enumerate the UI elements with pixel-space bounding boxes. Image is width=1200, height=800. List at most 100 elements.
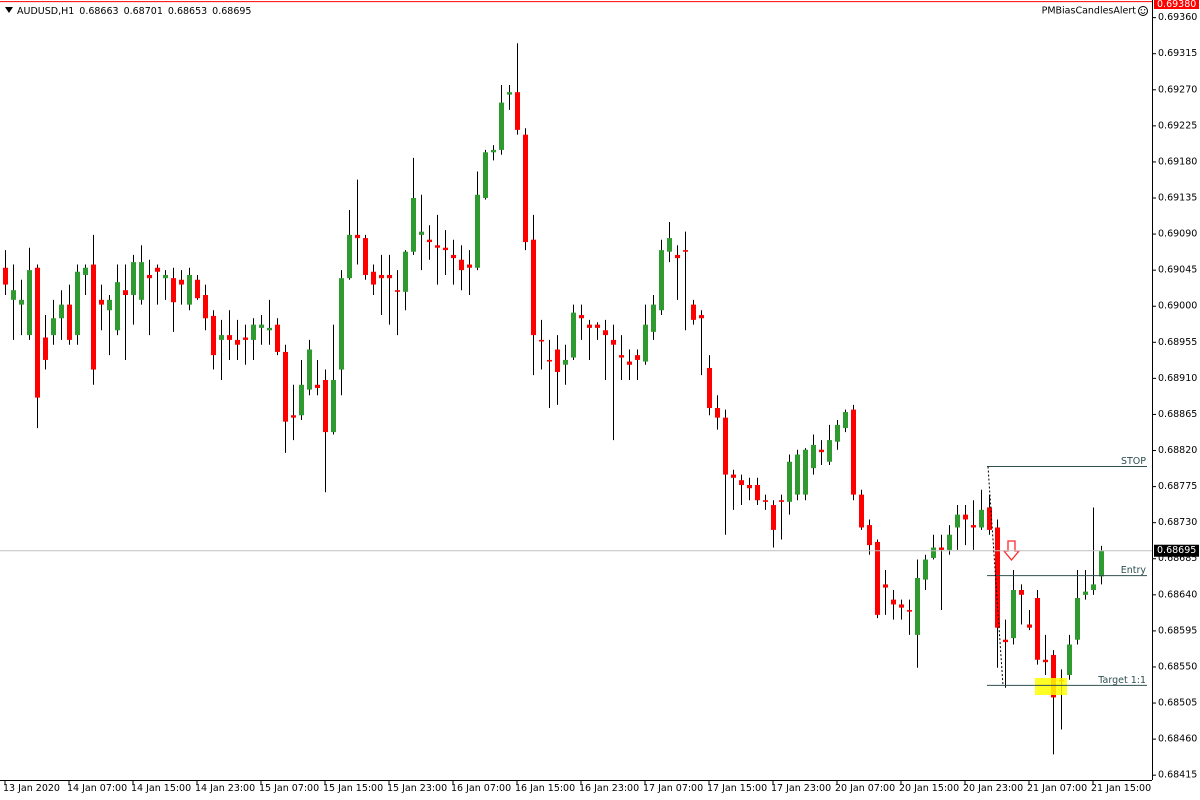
candle-body	[187, 274, 192, 305]
candle-body	[139, 262, 144, 300]
candle-body	[683, 250, 688, 252]
candle-body	[203, 295, 208, 319]
x-tick-label: 17 Jan 15:00	[707, 783, 767, 794]
level-label: Target 1:1	[1097, 675, 1146, 686]
candle-body	[595, 324, 600, 328]
candle-body	[291, 415, 296, 418]
x-tick-label: 16 Jan 15:00	[515, 783, 575, 794]
candle-body	[59, 304, 64, 319]
candle-body	[131, 262, 136, 296]
candle-body	[875, 541, 880, 615]
candle-body	[459, 259, 464, 271]
y-tick-label: 0.68595	[1158, 625, 1197, 636]
candle-body	[483, 152, 488, 199]
candle-body	[259, 324, 264, 328]
x-tick-label: 16 Jan 07:00	[451, 783, 511, 794]
indicator-name: PMBiasCandlesAlert	[1042, 6, 1137, 17]
candle-body	[923, 559, 928, 580]
x-tick-label: 14 Jan 15:00	[131, 783, 191, 794]
y-tick-label: 0.69270	[1158, 84, 1197, 95]
candle-body	[83, 267, 88, 275]
candle-body	[123, 290, 128, 296]
candle-body	[1011, 590, 1016, 639]
candle-body	[747, 484, 752, 489]
candle-body	[787, 461, 792, 502]
candle-body	[739, 480, 744, 485]
y-tick-label: 0.68910	[1158, 373, 1197, 384]
top-price-label: 0.69380	[1157, 0, 1196, 10]
candle-body	[555, 349, 560, 372]
top-price-box	[1154, 0, 1199, 9]
x-tick-label: 20 Jan 15:00	[899, 783, 959, 794]
candle-body	[315, 384, 320, 388]
candle-body	[987, 507, 992, 530]
level-label: STOP	[1121, 456, 1146, 467]
candle-body	[163, 274, 168, 279]
y-tick-label: 0.68955	[1158, 337, 1197, 348]
candle-body	[67, 304, 72, 340]
x-tick-label: 21 Jan 07:00	[1027, 783, 1087, 794]
candle-body	[99, 299, 104, 305]
candle-body	[979, 509, 984, 528]
candle-body	[771, 505, 776, 530]
candle-body	[995, 527, 1000, 628]
candle-body	[467, 264, 472, 268]
candle-body	[587, 324, 592, 328]
candle-body	[931, 547, 936, 558]
candle-body	[1083, 591, 1088, 595]
level-connector	[987, 466, 1004, 686]
candle-body	[51, 318, 56, 336]
candle-body	[11, 290, 16, 300]
candle-body	[1051, 654, 1056, 698]
candle-body	[211, 315, 216, 356]
y-tick-label: 0.68640	[1158, 589, 1197, 600]
target-highlight	[1035, 678, 1067, 695]
y-tick-label: 0.69360	[1158, 12, 1197, 23]
candle-body	[1075, 598, 1080, 640]
candle-body	[891, 599, 896, 605]
candle-body	[1091, 584, 1096, 591]
candle-body	[571, 312, 576, 358]
candle-body	[107, 299, 112, 311]
candle-body	[731, 474, 736, 478]
candle-body	[395, 290, 400, 292]
header-part: 0.68653	[168, 6, 207, 17]
y-tick-label: 0.69135	[1158, 193, 1197, 204]
y-tick-label: 0.68820	[1158, 445, 1197, 456]
x-tick-label: 15 Jan 23:00	[387, 783, 447, 794]
candle-body	[1027, 624, 1032, 628]
header-part: 0.68695	[212, 6, 251, 17]
candle-body	[659, 250, 664, 311]
candle-body	[387, 274, 392, 279]
y-tick-label: 0.69315	[1158, 48, 1197, 59]
candle-body	[403, 251, 408, 292]
candle-body	[515, 92, 520, 130]
candle-body	[763, 500, 768, 502]
candle-body	[491, 149, 496, 153]
candle-body	[795, 454, 800, 495]
smiley-icon	[1138, 6, 1148, 16]
candle-body	[195, 279, 200, 299]
y-tick-label: 0.69045	[1158, 265, 1197, 276]
candle-body	[379, 274, 384, 279]
candle-body	[35, 267, 40, 398]
candle-body	[851, 409, 856, 495]
candle-body	[779, 500, 784, 502]
candle-body	[331, 379, 336, 433]
candle-body	[1035, 598, 1040, 660]
y-tick-label: 0.68865	[1158, 409, 1197, 420]
x-tick-label: 15 Jan 15:00	[323, 783, 383, 794]
chart-header: AUDUSD,H1 0.68663 0.68701 0.68653 0.68695	[17, 6, 251, 17]
candle-body	[867, 525, 872, 546]
candle-body	[363, 238, 368, 275]
candle-body	[955, 514, 960, 528]
candle-body	[307, 349, 312, 390]
candle-body	[1019, 590, 1024, 595]
candle-body	[43, 337, 48, 360]
candle-body	[531, 239, 536, 336]
x-tick-label: 20 Jan 07:00	[835, 783, 895, 794]
x-tick-label: 14 Jan 23:00	[195, 783, 255, 794]
y-tick-label: 0.68730	[1158, 517, 1197, 528]
candle-body	[883, 584, 888, 588]
y-tick-label: 0.68775	[1158, 481, 1197, 492]
